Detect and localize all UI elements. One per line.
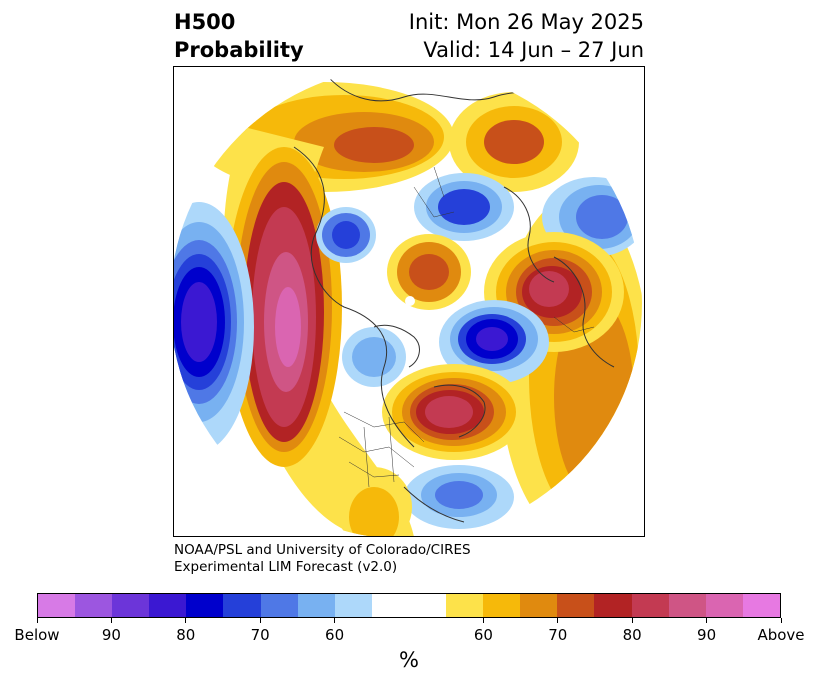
colorbar-tick-label: 70 — [548, 626, 568, 644]
forecast-dates: Init: Mon 26 May 2025 Valid: 14 Jun – 27… — [409, 8, 644, 64]
colorbar-tick-mark — [110, 618, 112, 623]
anomaly-northern-europe-above — [194, 82, 579, 192]
colorbar-tick-label: Below — [14, 626, 60, 644]
title-metric: Probability — [174, 38, 304, 62]
colorbar-segment-17 — [668, 594, 706, 617]
country-borders — [338, 166, 595, 488]
colorbar-tick-label: 60 — [325, 626, 345, 644]
colorbar-segment-9 — [371, 594, 409, 617]
colorbar-segment-6 — [260, 594, 298, 617]
colorbar — [37, 593, 781, 618]
colorbar-tick-mark — [185, 618, 187, 623]
valid-range: Valid: 14 Jun – 27 Jun — [423, 38, 644, 62]
anomaly-north-atlantic-below — [439, 300, 549, 384]
colorbar-tick-label: 90 — [101, 626, 121, 644]
anomaly-arctic-below — [316, 207, 376, 263]
chart-title: H500 Probability — [174, 8, 304, 64]
colorbar-tick-mark — [780, 618, 782, 623]
anomaly-north-pacific-below — [174, 202, 254, 452]
colorbar-tick-mark — [334, 618, 336, 623]
colorbar-tick-mark — [706, 618, 708, 623]
colorbar-segment-1 — [75, 594, 113, 617]
colorbar-segment-14 — [557, 594, 595, 617]
anomaly-central-arctic-below — [414, 173, 514, 241]
colorbar-tick-mark — [36, 618, 38, 623]
colorbar-segment-8 — [334, 594, 372, 617]
colorbar-tick-label: Above — [757, 626, 805, 644]
credit-text: NOAA/PSL and University of Colorado/CIRE… — [174, 542, 471, 576]
credit-line-2: Experimental LIM Forecast (v2.0) — [174, 559, 398, 575]
colorbar-segment-18 — [705, 594, 743, 617]
colorbar-segment-16 — [631, 594, 669, 617]
map-canvas — [174, 67, 642, 536]
colorbar-segment-2 — [112, 594, 150, 617]
title-variable: H500 — [174, 10, 236, 34]
colorbar-segment-7 — [297, 594, 335, 617]
colorbar-segment-10 — [408, 594, 447, 617]
colorbar-tick-mark — [631, 618, 633, 623]
init-date: Init: Mon 26 May 2025 — [408, 10, 644, 34]
colorbar-tick-label: 70 — [250, 626, 270, 644]
colorbar-segment-11 — [446, 594, 484, 617]
colorbar-segment-4 — [186, 594, 224, 617]
probability-map — [173, 66, 645, 537]
anomaly-field — [174, 67, 642, 536]
colorbar-tick-label: 80 — [622, 626, 642, 644]
colorbar-segment-15 — [594, 594, 632, 617]
anomaly-west-central-below — [342, 327, 406, 387]
colorbar-segment-19 — [742, 594, 780, 617]
colorbar-segment-5 — [223, 594, 261, 617]
anomaly-eastern-europe-above — [382, 364, 526, 460]
colorbar-segment-13 — [520, 594, 558, 617]
colorbar-tick-label: 80 — [176, 626, 196, 644]
colorbar-tick-mark — [259, 618, 261, 623]
anomaly-central-above — [387, 234, 471, 310]
anomaly-western-north-america-above — [223, 127, 414, 536]
anomaly-east-asia-below — [404, 465, 514, 529]
anomaly-central-asia-above — [336, 467, 412, 536]
credit-line-1: NOAA/PSL and University of Colorado/CIRE… — [174, 542, 471, 558]
colorbar-segment-12 — [483, 594, 521, 617]
colorbar-tick-label: 90 — [697, 626, 717, 644]
colorbar-tick-label: 60 — [473, 626, 493, 644]
colorbar-segment-3 — [149, 594, 187, 617]
colorbar-tick-mark — [557, 618, 559, 623]
colorbar-tick-mark — [482, 618, 484, 623]
colorbar-segment-0 — [38, 594, 76, 617]
colorbar-unit: % — [399, 648, 419, 672]
